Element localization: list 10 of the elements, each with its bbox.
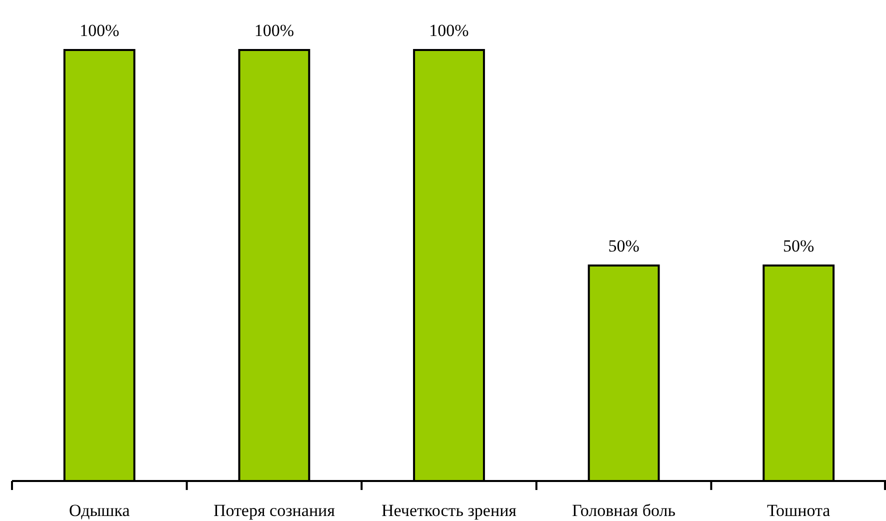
data-label: 50% bbox=[783, 236, 814, 256]
x-tick-label: Головная боль bbox=[572, 501, 676, 520]
x-tick-label: Одышка bbox=[69, 501, 130, 520]
data-label: 100% bbox=[429, 21, 469, 40]
data-label: 50% bbox=[608, 236, 640, 256]
x-tick-label: Нечеткость зрения bbox=[382, 501, 517, 520]
data-label: 100% bbox=[254, 21, 294, 40]
data-label: 100% bbox=[80, 21, 120, 40]
x-tick-label: Тошнота bbox=[766, 501, 831, 520]
x-tick-label: Потеря сознания bbox=[213, 501, 336, 520]
